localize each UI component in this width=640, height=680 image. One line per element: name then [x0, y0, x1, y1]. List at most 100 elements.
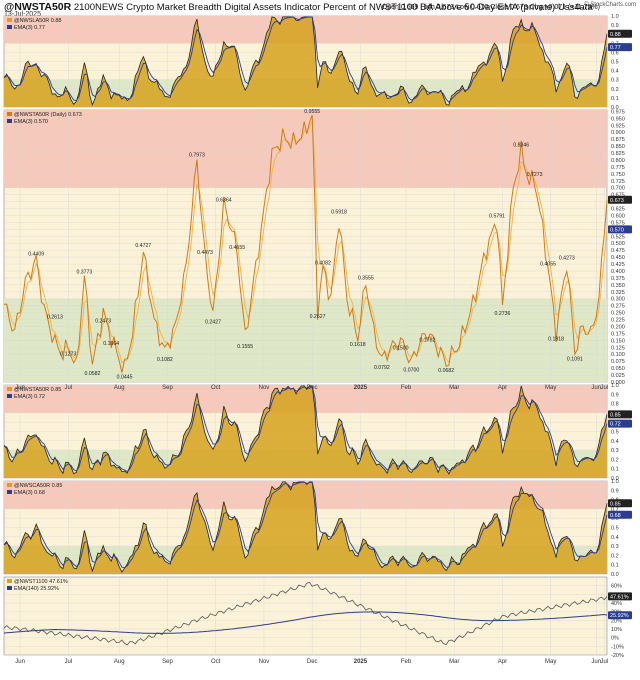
value-annotation: 0.4082	[315, 261, 331, 267]
value-annotation: 0.0682	[438, 368, 454, 374]
value-annotation: 0.5918	[331, 210, 347, 216]
y-tick-label: 1.0	[611, 479, 619, 485]
y-tick-label: 0.2	[611, 457, 619, 463]
value-line	[3, 581, 608, 646]
y-tick-label: 0.400	[611, 269, 625, 275]
value-annotation: 0.1618	[350, 342, 366, 348]
brand-watermark: © StockCharts.com	[584, 2, 636, 8]
value-annotation: 0.1818	[548, 337, 564, 343]
y-tick-label: 0.075	[611, 359, 625, 365]
y-tick-label: -20%	[611, 653, 624, 659]
y-tick-label: 0.900	[611, 130, 625, 136]
y-tick-label: 0.875	[611, 137, 625, 143]
y-tick-label: 0.450	[611, 255, 625, 261]
y-tick-label: 0.2	[611, 87, 619, 93]
legend-swatch	[7, 119, 12, 123]
y-tick-label: 0.700	[611, 186, 625, 192]
last-value-label: 25.92%	[610, 613, 629, 619]
y-tick-label: 40%	[611, 601, 622, 607]
y-tick-label: 0.975	[611, 109, 625, 115]
last-value-box	[608, 29, 632, 38]
legend-entry: @NWSTA50R 0.85	[14, 387, 61, 393]
y-tick-label: 1.0	[611, 383, 619, 389]
y-tick-label: 0.125	[611, 345, 625, 351]
last-value-box	[608, 611, 632, 620]
x-tick-label: Nov	[259, 659, 270, 665]
value-annotation: 0.9555	[304, 109, 320, 115]
last-value-label: 47.61%	[610, 594, 629, 600]
value-line	[3, 114, 608, 373]
chart-description: 2100NEWS Crypto Market Breadth Digital A…	[73, 2, 556, 13]
y-tick-label: 0.7	[611, 507, 619, 513]
y-tick-label: 0.325	[611, 290, 625, 296]
y-tick-label: 0.9	[611, 488, 619, 494]
legend-entry: @NWSCA50R 0.85	[14, 483, 62, 489]
y-tick-label: 0.4	[611, 535, 619, 541]
value-annotation: 0.0582	[85, 371, 101, 377]
y-tick-label: 0.3	[611, 78, 619, 84]
chart-date: 13-Jul-2025	[4, 11, 41, 18]
y-tick-label: 0.525	[611, 234, 625, 240]
x-tick-label: Jul	[64, 659, 72, 665]
value-annotation: 0.7973	[189, 153, 205, 159]
value-annotation: 0.1500	[393, 345, 409, 351]
y-tick-label: 0.9	[611, 23, 619, 29]
y-tick-label: 0.225	[611, 318, 625, 324]
x-tick-label: Apr	[498, 659, 507, 665]
x-tick-label: Oct	[211, 385, 221, 391]
y-tick-label: 0.775	[611, 165, 625, 171]
last-value-box	[608, 43, 632, 52]
ema-line	[3, 481, 608, 569]
value-annotation: 0.5791	[489, 213, 505, 219]
y-tick-label: 0%	[611, 636, 619, 642]
legend-swatch	[7, 483, 12, 487]
y-tick-label: 0.5	[611, 430, 619, 436]
panel2: 0.0000.0250.0500.0750.1000.1250.1500.175…	[3, 109, 632, 386]
panel1: 0.00.10.20.30.40.50.60.70.80.91.0@NWSLA5…	[3, 14, 632, 111]
y-tick-label: 0.300	[611, 297, 625, 303]
chart-exchange: Uss4ata	[557, 2, 593, 13]
legend-swatch	[7, 490, 12, 494]
value-annotation: 0.8346	[513, 142, 529, 148]
y-tick-label: 0.1	[611, 563, 619, 569]
last-value-label: 0.673	[610, 198, 624, 204]
value-annotation: 0.6364	[216, 197, 232, 203]
y-tick-label: 0.600	[611, 213, 625, 219]
panel4: 0.00.10.20.30.40.50.60.70.80.91.0@NWSCA5…	[3, 479, 632, 578]
y-tick-label: 10%	[611, 627, 622, 633]
y-tick-label: 1.0	[611, 14, 619, 20]
y-tick-label: 0.4	[611, 439, 619, 445]
x-tick-label: Jul	[64, 385, 72, 391]
x-tick-label: Sep	[162, 385, 173, 391]
y-tick-label: 0.000	[611, 380, 625, 386]
value-annotation: 0.4409	[28, 252, 44, 258]
x-tick-label: Aug	[114, 659, 125, 665]
legend-entry: @NWST1100 47.61%	[14, 579, 68, 585]
legend-swatch	[7, 25, 12, 29]
y-tick-label: 60%	[611, 584, 622, 590]
ohlc-readout: Open 0.669 High 0.673 Low 0.610 Close 0.…	[381, 4, 600, 11]
last-value-box	[608, 499, 632, 508]
x-tick-label: May	[545, 659, 556, 665]
y-tick-label: 0.250	[611, 311, 625, 317]
x-tick-label: Aug	[114, 385, 125, 391]
legend-swatch	[7, 586, 12, 590]
x-tick-label: Feb	[401, 659, 412, 665]
y-tick-label: 0.8	[611, 402, 619, 408]
value-annotation: 0.4055	[540, 261, 556, 267]
legend-swatch	[7, 394, 12, 398]
y-tick-label: 0.9	[611, 392, 619, 398]
value-annotation: 0.1782	[420, 338, 436, 344]
area-fill	[4, 385, 607, 478]
panel3: 0.00.10.20.30.40.50.60.70.80.91.0@NWSTA5…	[3, 383, 632, 482]
value-annotation: 0.2613	[47, 314, 63, 320]
ema-line	[3, 385, 608, 473]
legend-entry: EMA(3) 0.68	[14, 490, 45, 496]
y-tick-label: 0.6	[611, 50, 619, 56]
value-annotation: 0.1082	[157, 357, 173, 363]
last-value-box	[608, 419, 632, 428]
value-annotation: 0.2473	[95, 318, 111, 324]
overbought-zone	[4, 110, 607, 188]
legend-swatch	[7, 579, 12, 583]
value-annotation: 0.1273	[60, 352, 76, 358]
